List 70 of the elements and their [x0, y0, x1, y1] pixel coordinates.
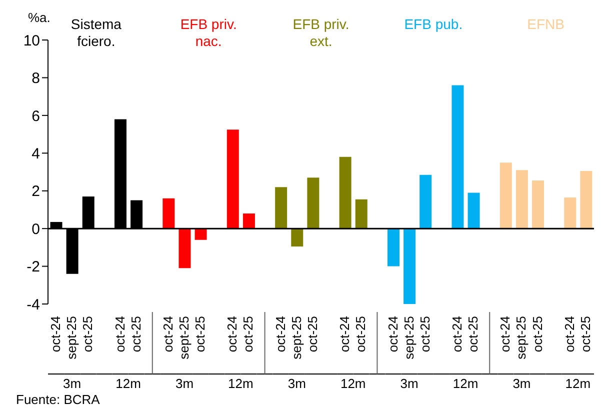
text: 12m	[340, 376, 366, 391]
y-tick-label: 10	[23, 32, 40, 50]
source-note: Fuente: BCRA	[16, 392, 100, 407]
x-tick-label: oct-24	[272, 316, 288, 352]
y-tick-label: 0	[32, 220, 40, 238]
text: 12m	[565, 376, 591, 391]
y-tick-label: -4	[26, 296, 40, 314]
text: 3m	[175, 376, 194, 391]
bar	[404, 228, 416, 304]
x-tick-label: oct-24	[112, 316, 128, 352]
x-tick-label: oct-25	[530, 316, 545, 352]
y-tick-label: 2	[32, 183, 40, 200]
text: 3m	[63, 376, 82, 391]
text: EFB pub.	[403, 16, 464, 33]
bar	[387, 228, 400, 266]
x-tick-label: oct-24	[337, 316, 352, 352]
x-tick-label: oct-24	[498, 316, 513, 352]
x-tick-label: sept-25	[514, 316, 529, 360]
bar	[162, 198, 175, 229]
x-tick-label: oct-25	[353, 316, 368, 352]
bar	[307, 178, 320, 229]
text: EFB priv. ext.	[292, 16, 350, 50]
x-tick-label: oct-25	[240, 316, 256, 352]
text: EFNB	[526, 16, 566, 33]
bar	[242, 213, 255, 229]
text: 3m	[288, 376, 306, 391]
x-tick-label: sept-25	[176, 316, 192, 360]
bar	[291, 228, 304, 246]
x-tick-label: oct-24	[160, 316, 176, 352]
x-tick-label: oct-24	[48, 316, 64, 352]
text: 3m	[512, 376, 531, 391]
x-tick-label: oct-25	[578, 316, 593, 352]
text: Sistema fciero.	[70, 16, 122, 50]
x-tick-label: oct-24	[562, 316, 577, 352]
x-tick-label: sept-25	[401, 316, 416, 360]
bar	[275, 187, 288, 229]
y-tick-label: 6	[32, 108, 40, 125]
bar	[500, 162, 512, 229]
x-tick-label: oct-25	[128, 316, 144, 352]
x-tick-label: oct-24	[450, 316, 464, 352]
y-tick-label: 4	[32, 145, 40, 162]
text: 3m	[400, 376, 418, 391]
y-axis-title: %a.	[28, 10, 50, 25]
x-tick-label: sept-25	[64, 316, 80, 360]
bar	[226, 130, 239, 229]
x-tick-label: sept-25	[288, 316, 304, 360]
x-tick-label: oct-25	[80, 316, 96, 352]
bar	[532, 180, 544, 229]
x-tick-label: oct-25	[417, 316, 432, 352]
x-tick-label: oct-25	[192, 316, 208, 352]
x-tick-label: oct-24	[224, 316, 240, 352]
bar	[452, 85, 464, 229]
bar	[564, 197, 576, 229]
bar	[355, 199, 368, 229]
y-tick-label: -2	[26, 258, 40, 276]
text: 12m	[116, 376, 141, 391]
bar	[178, 228, 191, 268]
text: EFB priv. nac.	[179, 16, 238, 50]
bar	[339, 156, 352, 229]
bar	[420, 174, 432, 229]
bar	[580, 171, 592, 229]
x-tick-label: oct-25	[304, 316, 320, 352]
bar	[468, 192, 480, 229]
bar	[194, 228, 207, 240]
text: 12m	[452, 376, 478, 391]
x-tick-label: oct-24	[385, 316, 400, 352]
bar	[516, 170, 528, 229]
x-tick-label: oct-25	[466, 316, 481, 352]
y-tick-label: 8	[32, 70, 40, 88]
text: 12m	[228, 376, 254, 391]
